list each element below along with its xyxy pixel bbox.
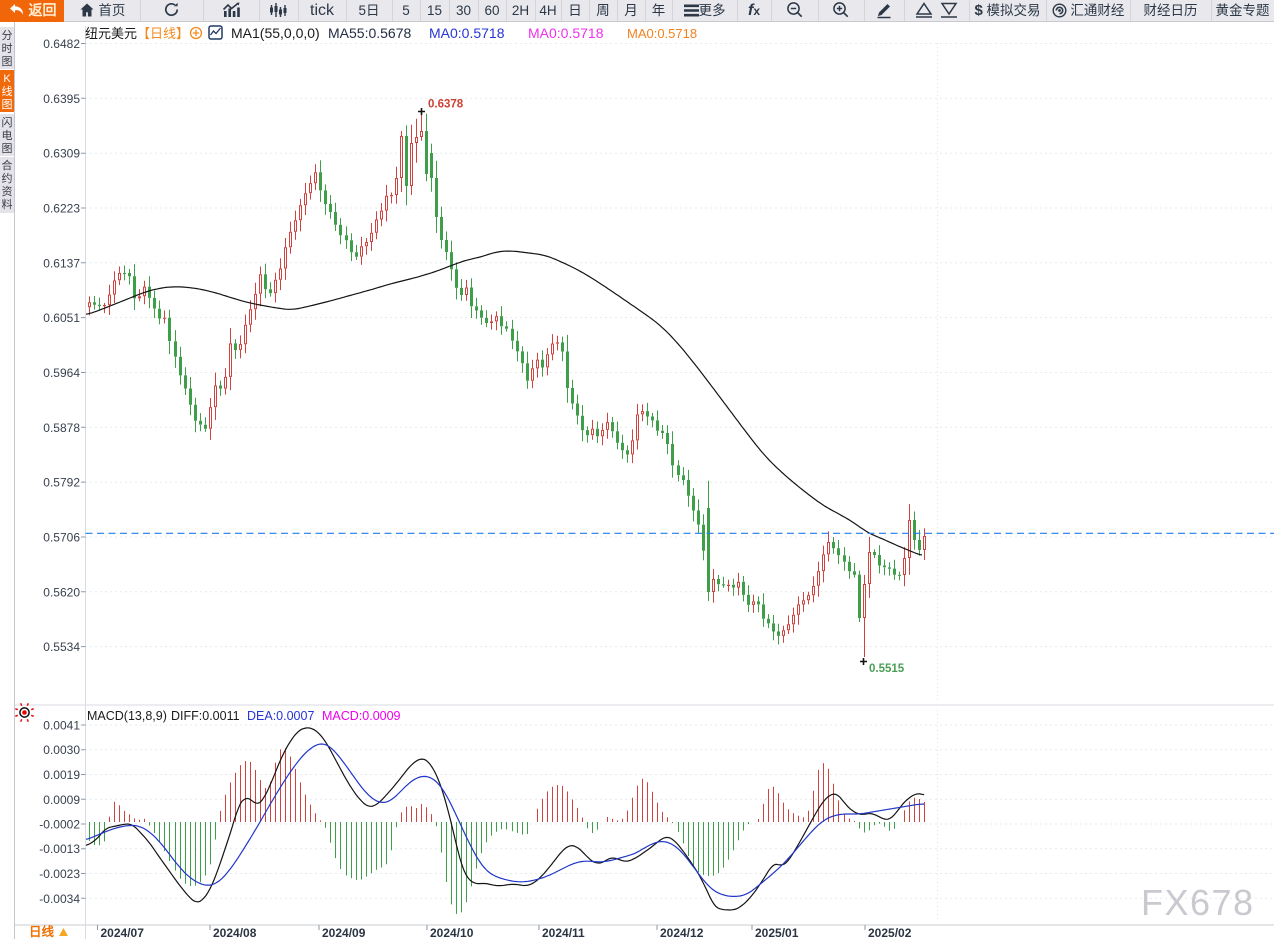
svg-text:MA55:0.5678: MA55:0.5678	[328, 25, 411, 41]
svg-text:日线: 日线	[29, 924, 55, 939]
svg-text:0.6051: 0.6051	[43, 311, 80, 325]
svg-text:2025/02: 2025/02	[868, 926, 912, 939]
svg-text:DIFF:0.0011: DIFF:0.0011	[171, 709, 240, 723]
svg-text:MACD(13,8,9): MACD(13,8,9)	[87, 709, 167, 723]
svg-text:2024/08: 2024/08	[213, 926, 257, 939]
svg-text:DEA:0.0007: DEA:0.0007	[247, 709, 314, 723]
svg-text:2025/01: 2025/01	[755, 926, 799, 939]
svg-text:0.0019: 0.0019	[43, 768, 80, 782]
svg-text:-0.0002: -0.0002	[39, 818, 80, 832]
svg-text:0.6378: 0.6378	[428, 99, 464, 111]
svg-text:MA0:0.5718: MA0:0.5718	[429, 25, 505, 41]
svg-text:0.5792: 0.5792	[43, 476, 80, 490]
svg-text:MA0:0.5718: MA0:0.5718	[627, 26, 697, 41]
svg-text:0.0041: 0.0041	[43, 719, 80, 733]
svg-text:0.5706: 0.5706	[43, 531, 80, 545]
svg-text:0.6137: 0.6137	[43, 256, 80, 270]
svg-text:0.6482: 0.6482	[43, 37, 80, 51]
svg-text:【日线】: 【日线】	[137, 26, 189, 41]
svg-text:0.5964: 0.5964	[43, 366, 80, 380]
svg-text:2024/10: 2024/10	[430, 926, 474, 939]
svg-text:MA1(55,0,0,0): MA1(55,0,0,0)	[231, 25, 320, 41]
svg-text:2024/09: 2024/09	[322, 926, 366, 939]
svg-text:0.5620: 0.5620	[43, 585, 80, 599]
svg-text:2024/07: 2024/07	[101, 926, 145, 939]
svg-text:0.6223: 0.6223	[43, 202, 80, 216]
svg-text:0.6309: 0.6309	[43, 147, 80, 161]
svg-text:纽元美元: 纽元美元	[85, 26, 137, 41]
svg-text:MACD:0.0009: MACD:0.0009	[322, 709, 401, 723]
svg-text:2024/12: 2024/12	[660, 926, 704, 939]
svg-text:0.6395: 0.6395	[43, 92, 80, 106]
svg-text:0.0009: 0.0009	[43, 793, 80, 807]
svg-text:0.5534: 0.5534	[43, 640, 80, 654]
svg-text:MA0:0.5718: MA0:0.5718	[528, 25, 604, 41]
svg-text:-0.0013: -0.0013	[39, 842, 80, 856]
svg-text:-0.0034: -0.0034	[39, 892, 80, 906]
svg-text:FX678: FX678	[1141, 882, 1255, 923]
svg-text:-0.0023: -0.0023	[39, 867, 80, 881]
svg-text:0.5878: 0.5878	[43, 421, 80, 435]
svg-text:0.0030: 0.0030	[43, 743, 80, 757]
svg-text:0.5515: 0.5515	[869, 663, 905, 675]
svg-text:2024/11: 2024/11	[542, 926, 585, 939]
